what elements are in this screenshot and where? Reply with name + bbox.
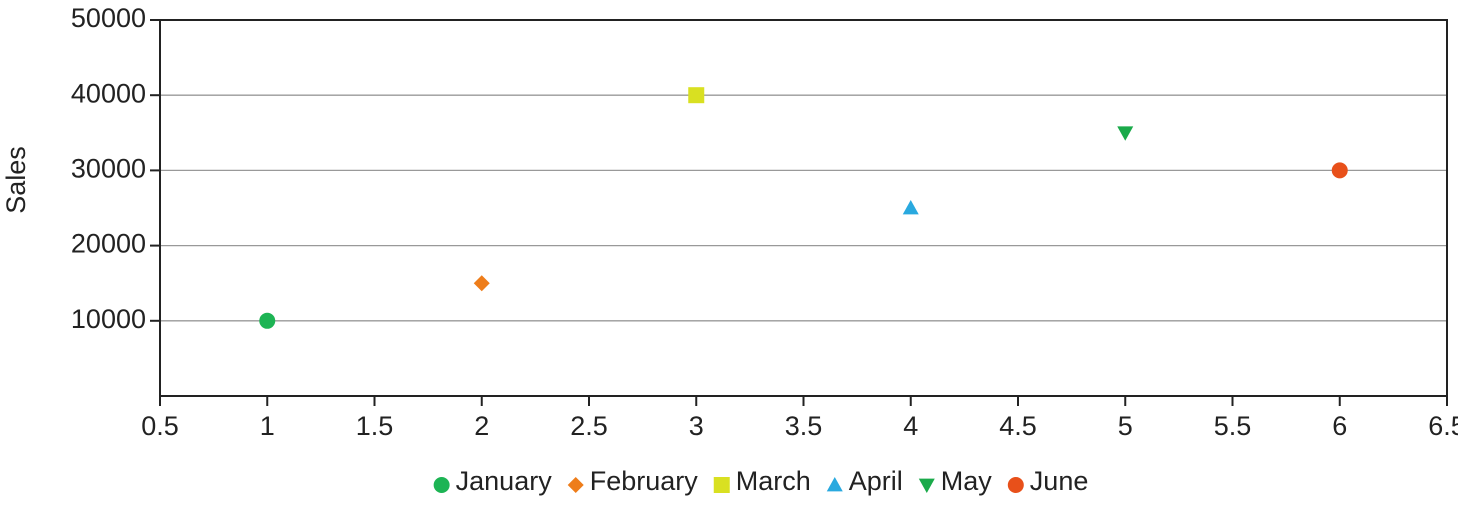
legend-label: March xyxy=(736,466,811,496)
x-tick-label: 4 xyxy=(903,411,918,441)
point xyxy=(259,312,276,329)
legend-marker xyxy=(713,477,730,493)
point xyxy=(688,87,705,104)
x-tick-label: 6.5 xyxy=(1428,411,1458,441)
point xyxy=(1117,126,1134,141)
y-tick-label: 30000 xyxy=(71,154,146,184)
legend-marker xyxy=(826,477,843,492)
legend-marker xyxy=(918,478,935,493)
y-tick-label: 40000 xyxy=(71,78,146,108)
x-tick-label: 5.5 xyxy=(1214,411,1252,441)
x-tick-label: 3.5 xyxy=(785,411,823,441)
x-tick-label: 4.5 xyxy=(999,411,1037,441)
legend-marker xyxy=(433,477,450,493)
legend-label: June xyxy=(1030,466,1089,496)
x-tick-label: 2.5 xyxy=(570,411,608,441)
point xyxy=(1331,162,1348,179)
legend-marker xyxy=(567,477,584,493)
plot-frame xyxy=(159,19,1448,397)
x-tick-label: 5 xyxy=(1118,411,1133,441)
x-tick-label: 2 xyxy=(474,411,489,441)
x-tick-label: 1 xyxy=(260,411,275,441)
y-tick-label: 20000 xyxy=(71,229,146,259)
y-axis-label: Sales xyxy=(1,146,31,214)
x-tick-label: 6 xyxy=(1332,411,1347,441)
point xyxy=(902,200,919,215)
legend-label: January xyxy=(456,466,553,496)
legend-label: April xyxy=(849,466,903,496)
point xyxy=(473,275,490,292)
legend-marker xyxy=(1007,477,1024,493)
x-tick-label: 1.5 xyxy=(356,411,394,441)
y-tick-label: 10000 xyxy=(71,304,146,334)
legend-label: February xyxy=(590,466,699,496)
legend-label: May xyxy=(941,466,993,496)
y-tick-label: 50000 xyxy=(71,3,146,33)
x-tick-label: 3 xyxy=(689,411,704,441)
x-tick-label: 0.5 xyxy=(141,411,179,441)
